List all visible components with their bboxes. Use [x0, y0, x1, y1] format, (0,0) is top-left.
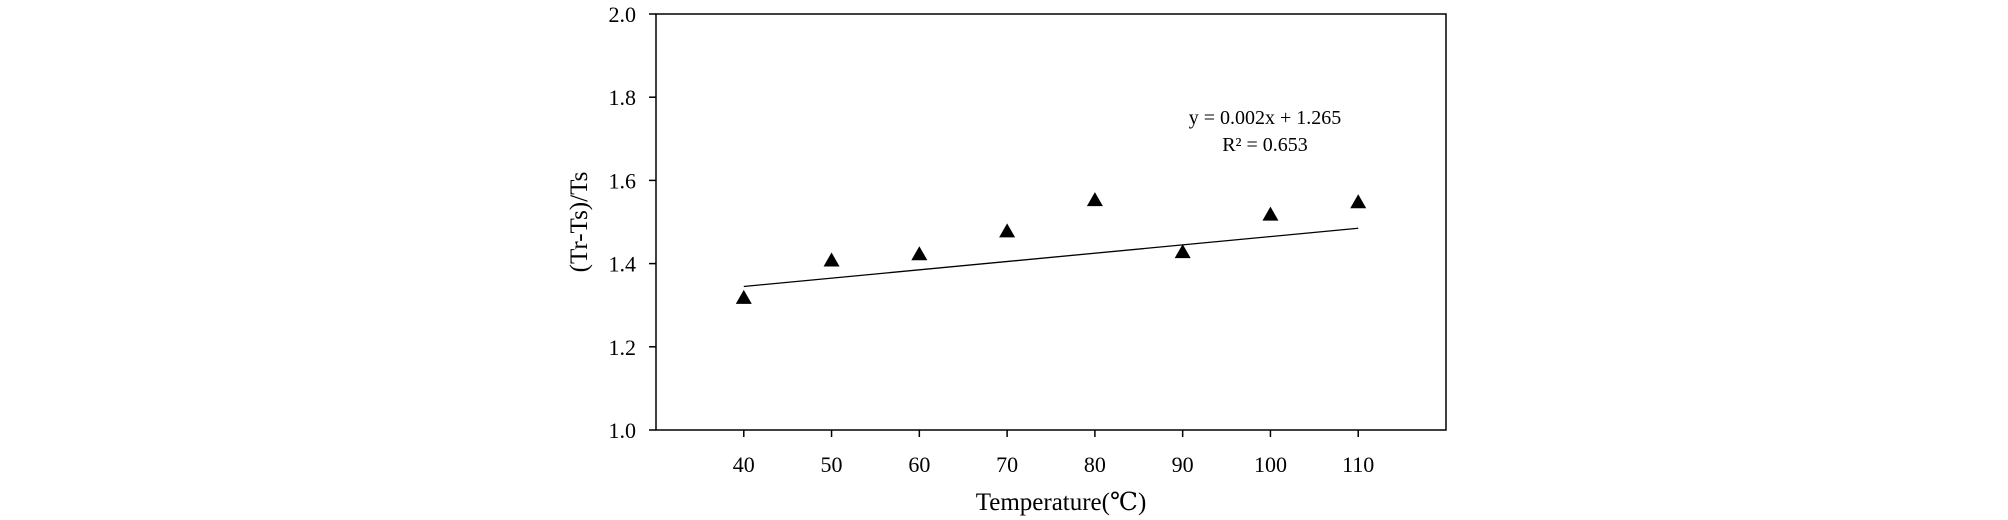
trendline-equation: y = 0.002x + 1.265 [1189, 107, 1342, 129]
y-tick-label: 1.6 [609, 168, 637, 193]
data-point [911, 246, 928, 261]
data-point [999, 223, 1016, 238]
y-tick-label: 2.0 [609, 2, 637, 27]
x-tick-label: 110 [1342, 452, 1374, 477]
x-tick-label: 60 [908, 452, 930, 477]
x-tick-label: 90 [1172, 452, 1194, 477]
x-axis-title: Temperature(℃) [976, 489, 1147, 516]
data-point [1350, 194, 1367, 209]
trendline-group [743, 227, 1359, 288]
x-axis: 40 50 60 70 80 90 100 110 [733, 430, 1374, 477]
y-axis-title: (Tr-Ts)/Ts [566, 172, 593, 273]
x-tick-label: 80 [1084, 452, 1106, 477]
y-tick-label: 1.2 [609, 335, 637, 360]
trendline-r-squared: R² = 0.653 [1222, 134, 1308, 156]
x-tick-label: 50 [821, 452, 843, 477]
data-point [1262, 206, 1279, 221]
data-point [1086, 192, 1103, 207]
plot-area [655, 13, 1447, 431]
data-point [735, 289, 752, 304]
y-tick-label: 1.4 [609, 252, 637, 277]
data-point [823, 252, 840, 267]
x-tick-label: 70 [996, 452, 1018, 477]
y-tick-label: 1.0 [609, 418, 637, 443]
data-points [735, 192, 1367, 304]
y-tick-label: 1.8 [609, 85, 637, 110]
y-axis: 1.0 1.2 1.4 1.6 1.8 2.0 [609, 2, 656, 443]
x-tick-label: 100 [1254, 452, 1287, 477]
data-point [1174, 244, 1191, 259]
trendline [743, 227, 1359, 288]
x-tick-label: 40 [733, 452, 755, 477]
